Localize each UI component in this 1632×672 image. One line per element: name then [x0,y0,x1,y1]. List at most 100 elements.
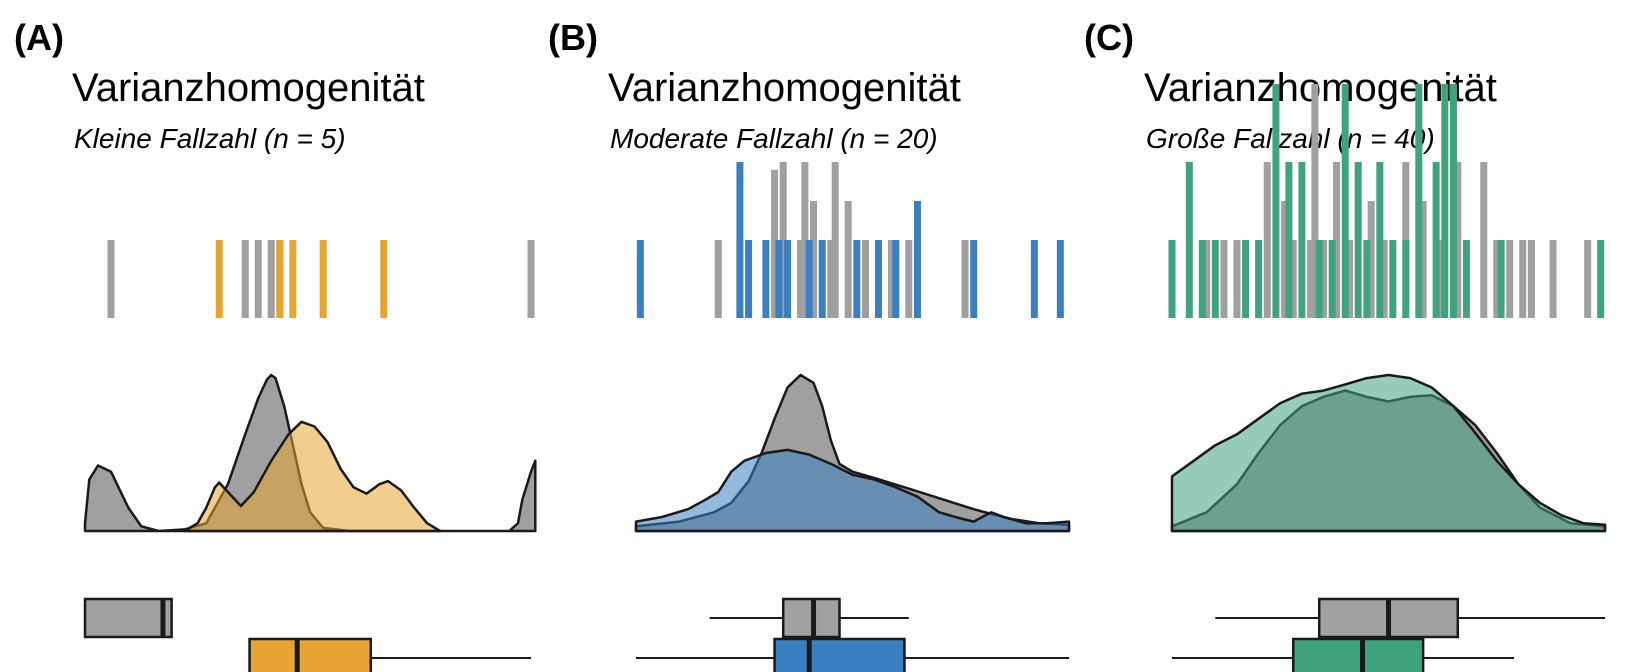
rug-mark-group-0 [636,240,644,318]
rug-mark-reference-5 [801,162,809,318]
rug-mark-reference-3 [1263,162,1271,318]
rug-mark-reference-14 [1419,201,1427,318]
rug-mark-group-15 [1389,240,1397,318]
rug-mark-reference-0 [1203,240,1211,318]
density-curve-group [634,448,1071,533]
rug-mark-reference-13 [961,240,969,318]
rug-mark-group-6 [805,240,813,318]
panel-c: (C) Varianzhomogenität Große Fallzahl (n… [1084,17,1607,672]
rug-mark-group-8 [853,240,861,318]
rug-mark-group-3 [762,240,770,318]
panel-label-b: (B) [548,17,598,58]
rug-mark-group-4 [380,240,388,318]
density-plot-b [634,373,1071,533]
rug-mark-group-13 [1363,240,1371,318]
rug-mark-reference-3 [779,162,787,318]
panel-title-c: Varianzhomogenität [1144,66,1497,110]
rug-mark-group-10 [892,240,900,318]
panel-title-b: Varianzhomogenität [608,66,961,110]
rug-mark-reference-7 [827,240,835,318]
panel-subtitle-c: Große Fallzahl (n = 40) [1146,123,1435,154]
rug-mark-reference-18 [1493,240,1501,318]
rug-mark-group-19 [1441,84,1449,318]
rug-mark-reference-19 [1506,240,1514,318]
rug-mark-reference-10 [861,240,869,318]
rug-mark-group-4 [775,240,783,318]
panel-subtitle-a: Kleine Fallzahl (n = 5) [74,123,346,154]
panel-title-a: Varianzhomogenität [72,66,425,110]
boxplot-box-group [1291,637,1425,672]
density-curve-reference [83,373,537,533]
rug-mark-group-17 [1415,84,1423,318]
rug-mark-group-11 [913,201,921,318]
panel-a: (A) Varianzhomogenität Kleine Fallzahl (… [14,17,537,672]
rug-mark-reference-1 [1220,240,1228,318]
boxplot-box-reference [83,597,173,639]
rug-mark-group-7 [818,240,826,318]
rug-mark-group-0 [215,240,223,318]
rug-mark-reference-8 [831,162,839,318]
rug-mark-group-22 [1497,240,1505,318]
rug-mark-reference-12 [1380,240,1388,318]
boxplot-b [636,597,1069,672]
boxplot-box-group [773,637,906,672]
rug-mark-reference-0 [107,240,115,318]
density-curve-group [183,420,442,533]
rug-mark-reference-2 [1233,240,1241,318]
density-curve-group [1170,373,1607,533]
rug-mark-reference-10 [1346,240,1354,318]
rug-mark-reference-2 [254,240,262,318]
rug-mark-reference-7 [1311,84,1319,318]
rug-mark-group-7 [1285,162,1293,318]
rug-mark-group-20 [1449,84,1457,318]
rug-mark-group-18 [1432,162,1440,318]
rug-mark-group-2 [289,240,297,318]
panel-subtitle-b: Moderate Fallzahl (n = 20) [610,123,938,154]
rug-mark-group-9 [874,240,882,318]
rug-mark-reference-16 [1454,162,1462,318]
rug-mark-reference-0 [714,240,722,318]
rug-mark-group-13 [1030,240,1038,318]
rug-mark-reference-5 [1289,240,1297,318]
rug-mark-group-2 [745,240,753,318]
rug-mark-group-5 [784,240,792,318]
rug-mark-group-8 [1298,162,1306,318]
rug-mark-group-14 [1056,240,1064,318]
rug-mark-group-12 [970,240,978,318]
rug-mark-reference-11 [1367,201,1375,318]
panel-label-a: (A) [14,17,64,58]
rug-mark-reference-3 [267,240,275,318]
rug-mark-group-11 [1341,84,1349,318]
rug-mark-group-1 [736,162,744,318]
rug-plot-c [1168,84,1605,318]
rug-mark-group-6 [1272,84,1280,318]
rug-mark-group-0 [1168,240,1176,318]
rug-mark-reference-21 [1527,240,1535,318]
rug-mark-group-1 [276,240,284,318]
rug-plot-b [636,162,1064,318]
rug-mark-group-16 [1402,240,1410,318]
rug-mark-group-12 [1354,162,1362,318]
rug-mark-group-21 [1462,240,1470,318]
rug-mark-reference-12 [905,240,913,318]
rug-mark-group-23 [1597,240,1605,318]
rug-mark-reference-6 [1307,240,1315,318]
rug-mark-reference-9 [844,201,852,318]
rug-mark-reference-5 [527,240,535,318]
density-plot-a [83,373,537,533]
rug-mark-reference-17 [1480,162,1488,318]
rug-mark-group-2 [1198,240,1206,318]
rug-plot-a [107,240,535,318]
rug-mark-group-4 [1242,240,1250,318]
panel-b: (B) Varianzhomogenität Moderate Fallzahl… [548,17,1071,672]
rug-mark-group-10 [1328,240,1336,318]
boxplot-a [83,597,531,672]
rug-mark-reference-2 [771,169,779,318]
rug-mark-group-1 [1185,162,1193,318]
rug-mark-reference-20 [1519,240,1527,318]
rug-mark-group-14 [1376,162,1384,318]
rug-mark-reference-15 [1436,240,1444,318]
boxplot-c [1172,597,1605,672]
rug-mark-reference-1 [241,240,249,318]
